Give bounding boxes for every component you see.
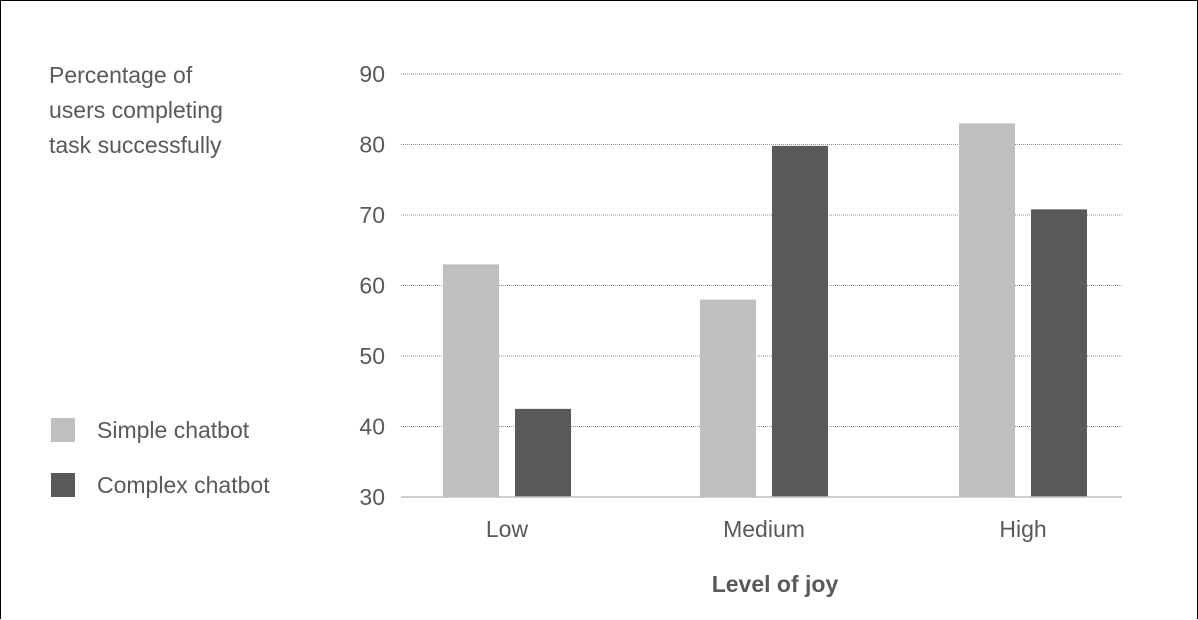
y-tick-label: 80: [359, 132, 385, 158]
y-axis-title-line: users completing: [49, 97, 223, 123]
x-category-label: Medium: [723, 516, 805, 542]
legend-label-complex-chatbot: Complex chatbot: [97, 472, 270, 498]
y-tick-label: 60: [359, 273, 385, 299]
x-axis-categories: Low Medium High: [486, 516, 1047, 542]
x-category-label: High: [999, 516, 1046, 542]
x-axis-title: Level of joy: [712, 571, 839, 597]
legend-swatch-simple-chatbot: [51, 418, 75, 442]
y-axis-title: Percentage of users completing task succ…: [49, 62, 223, 158]
bar-complex-chatbot-high: [1031, 209, 1087, 498]
y-axis-ticks: 30 40 50 60 70 80 90: [359, 61, 385, 510]
y-axis-title-line: Percentage of: [49, 62, 193, 88]
bar-complex-chatbot-medium: [772, 145, 828, 497]
bar-simple-chatbot-low: [443, 264, 499, 497]
y-tick-label: 90: [359, 61, 385, 87]
legend: Simple chatbot Complex chatbot: [51, 417, 270, 498]
legend-swatch-complex-chatbot: [51, 473, 75, 497]
y-axis-title-line: task successfully: [49, 132, 222, 158]
bars: [443, 123, 1087, 498]
x-category-label: Low: [486, 516, 529, 542]
bar-simple-chatbot-high: [959, 123, 1015, 497]
y-tick-label: 70: [359, 202, 385, 228]
y-tick-label: 30: [359, 484, 385, 510]
y-tick-label: 40: [359, 414, 385, 440]
bar-simple-chatbot-medium: [700, 299, 756, 497]
y-tick-label: 50: [359, 343, 385, 369]
legend-label-simple-chatbot: Simple chatbot: [97, 417, 250, 443]
bar-complex-chatbot-low: [515, 408, 571, 497]
